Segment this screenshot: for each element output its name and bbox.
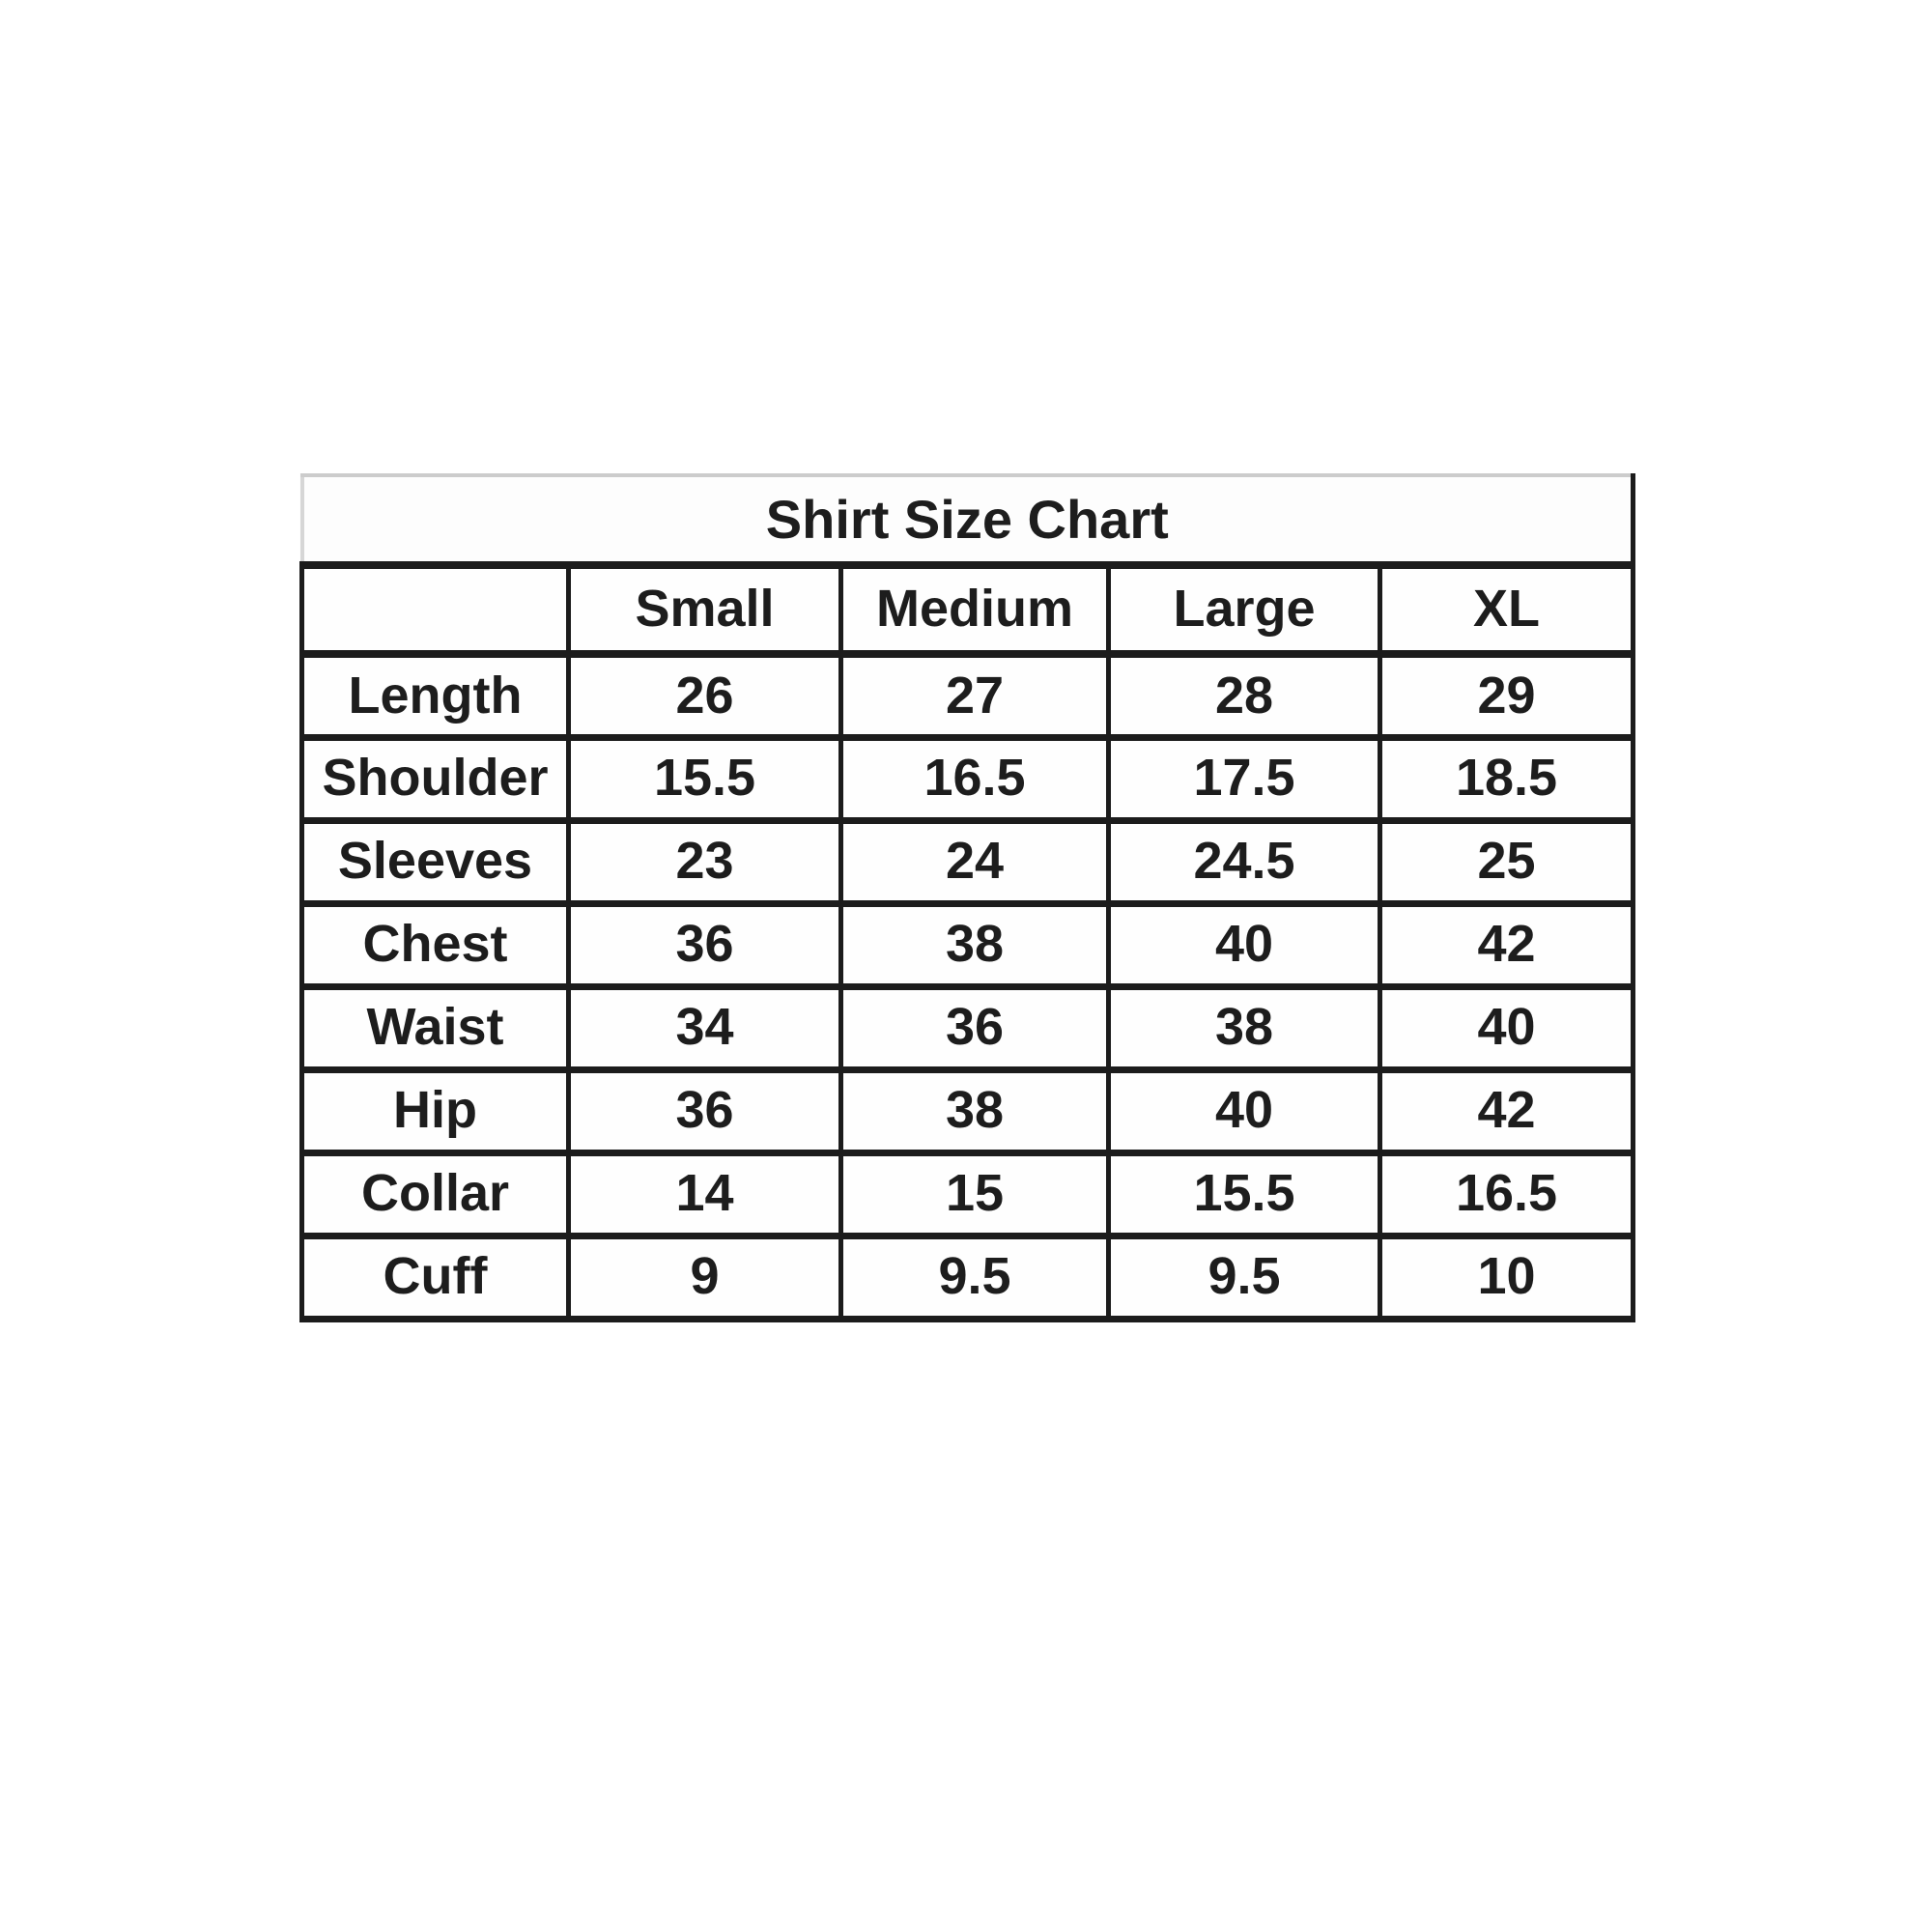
table-row-waist: Waist 34 36 38 40 [299,982,1636,1073]
table-cell: 16.5 [838,733,1111,824]
row-label: Cuff [299,1232,571,1322]
table-cell: 40 [1106,899,1382,990]
table-cell: 40 [1377,982,1636,1073]
row-label: Hip [299,1065,571,1156]
shirt-size-chart: Shirt Size Chart Small Medium Large XL L… [299,473,1636,1322]
table-title-row: Shirt Size Chart [299,473,1636,569]
table-row-sleeves: Sleeves 23 24 24.5 25 [299,816,1636,907]
table-cell: 24 [838,816,1111,907]
table-cell: 34 [566,982,843,1073]
table-cell: 42 [1377,899,1636,990]
table-cell: 26 [566,650,843,741]
table-cell: 14 [566,1149,843,1239]
table-cell: 9 [566,1232,843,1322]
table-row-cuff: Cuff 9 9.5 9.5 10 [299,1232,1636,1322]
row-label: Collar [299,1149,571,1239]
table-cell: 17.5 [1106,733,1382,824]
row-label: Sleeves [299,816,571,907]
size-table: Shirt Size Chart Small Medium Large XL L… [299,473,1636,1322]
table-cell: 25 [1377,816,1636,907]
table-row-chest: Chest 36 38 40 42 [299,899,1636,990]
table-row-hip: Hip 36 38 40 42 [299,1065,1636,1156]
table-row-collar: Collar 14 15 15.5 16.5 [299,1149,1636,1239]
table-cell: 38 [838,1065,1111,1156]
table-cell: 40 [1106,1065,1382,1156]
table-cell: 29 [1377,650,1636,741]
table-cell: 24.5 [1106,816,1382,907]
table-cell: 15.5 [1106,1149,1382,1239]
table-cell: 36 [566,899,843,990]
header-empty-cell [299,561,571,658]
row-label: Shoulder [299,733,571,824]
table-cell: 9.5 [838,1232,1111,1322]
header-large: Large [1106,561,1382,658]
table-title: Shirt Size Chart [299,473,1636,569]
table-header-row: Small Medium Large XL [299,561,1636,658]
table-cell: 9.5 [1106,1232,1382,1322]
row-label: Length [299,650,571,741]
table-cell: 36 [838,982,1111,1073]
table-cell: 16.5 [1377,1149,1636,1239]
table-cell: 27 [838,650,1111,741]
table-cell: 36 [566,1065,843,1156]
table-row-length: Length 26 27 28 29 [299,650,1636,741]
table-cell: 42 [1377,1065,1636,1156]
table-cell: 18.5 [1377,733,1636,824]
table-cell: 15.5 [566,733,843,824]
table-cell: 10 [1377,1232,1636,1322]
header-small: Small [566,561,843,658]
row-label: Chest [299,899,571,990]
table-cell: 38 [1106,982,1382,1073]
table-cell: 23 [566,816,843,907]
table-row-shoulder: Shoulder 15.5 16.5 17.5 18.5 [299,733,1636,824]
header-xl: XL [1377,561,1636,658]
table-cell: 15 [838,1149,1111,1239]
table-cell: 38 [838,899,1111,990]
row-label: Waist [299,982,571,1073]
header-medium: Medium [838,561,1111,658]
table-cell: 28 [1106,650,1382,741]
